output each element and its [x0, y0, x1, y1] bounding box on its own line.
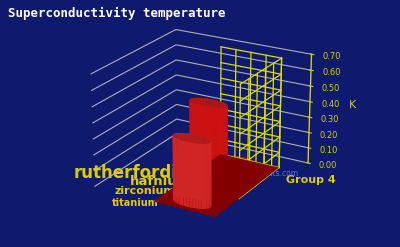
Text: Superconductivity temperature: Superconductivity temperature	[8, 7, 226, 21]
